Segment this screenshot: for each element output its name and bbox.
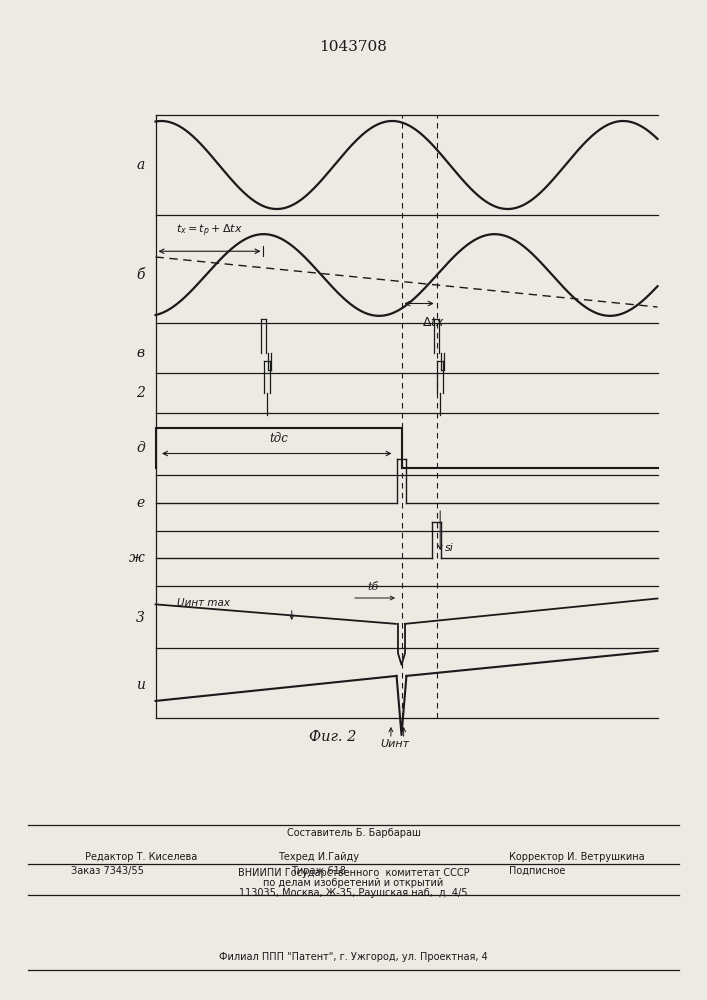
Text: б: б (136, 268, 145, 282)
Text: tдс: tдс (269, 432, 288, 445)
Text: Филиал ППП "Патент", г. Ужгород, ул. Проектная, 4: Филиал ППП "Патент", г. Ужгород, ул. Про… (219, 952, 488, 962)
Text: Техред И.Гайду: Техред И.Гайду (278, 852, 358, 862)
Text: ж: ж (129, 551, 145, 565)
Text: Заказ 7343/55: Заказ 7343/55 (71, 866, 144, 876)
Text: и: и (136, 678, 145, 692)
Text: ВНИИПИ Государственного  комитетат СССР: ВНИИПИ Государственного комитетат СССР (238, 868, 469, 878)
Text: 1043708: 1043708 (320, 40, 387, 54)
Text: Тираж 618: Тираж 618 (291, 866, 346, 876)
Text: а: а (136, 158, 145, 172)
Text: $t_x = t_p + \Delta tx$: $t_x = t_p + \Delta tx$ (176, 223, 243, 239)
Text: 3: 3 (136, 611, 145, 625)
Text: д: д (136, 441, 145, 455)
Text: si: si (445, 543, 454, 553)
Text: в: в (137, 346, 145, 360)
Text: 2: 2 (136, 386, 145, 400)
Text: е: е (136, 496, 145, 510)
Text: Uинт: Uинт (380, 739, 409, 749)
Text: 113035, Москва, Ж-35, Раушская наб,. д. 4/5: 113035, Москва, Ж-35, Раушская наб,. д. … (239, 888, 468, 898)
Text: Uинт max: Uинт max (177, 598, 230, 608)
Text: Редактор Т. Киселева: Редактор Т. Киселева (85, 852, 197, 862)
Text: по делам изобретений и открытий: по делам изобретений и открытий (264, 878, 443, 888)
Text: Составитель Б. Барбараш: Составитель Б. Барбараш (286, 828, 421, 838)
Text: Фиг. 2: Фиг. 2 (308, 730, 356, 744)
Text: $\Delta tx$: $\Delta tx$ (422, 316, 445, 328)
Text: tб: tб (368, 582, 379, 592)
Text: Корректор И. Ветрушкина: Корректор И. Ветрушкина (509, 852, 645, 862)
Text: Подписное: Подписное (509, 866, 566, 876)
